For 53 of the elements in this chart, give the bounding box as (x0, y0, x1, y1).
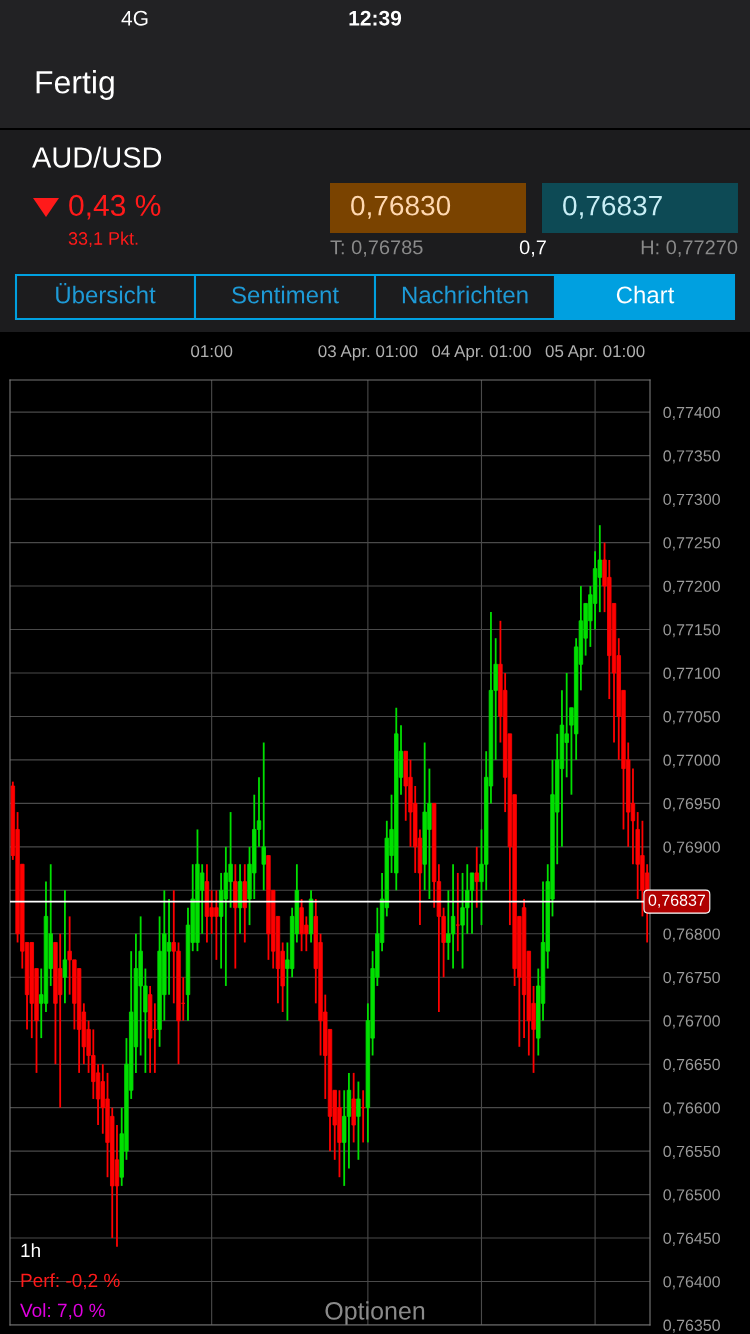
y-tick-label: 0,77200 (663, 580, 720, 594)
y-tick-label: 0,77300 (663, 493, 720, 507)
text: 0,43 % (69, 194, 161, 220)
candlestick (356, 1080, 361, 1161)
text: Sentiment (232, 285, 339, 304)
text: 0,76830 (351, 195, 451, 219)
x-tick-label: 03 Apr. 01:00 (318, 345, 418, 361)
annotation: Optionen (325, 1301, 425, 1325)
text: Nachrichten (402, 285, 528, 304)
y-tick-label: 0,76550 (663, 1145, 720, 1159)
annotation: Perf: -0,2 % (21, 1273, 120, 1290)
y-tick-label: 0,77050 (663, 711, 720, 725)
candlestick (474, 845, 479, 909)
y-tick-label: 0,76900 (663, 841, 720, 855)
text: 0,7 (519, 240, 546, 257)
y-tick-label: 0,77250 (663, 537, 720, 551)
x-tick-label: 05 Apr. 01:00 (545, 345, 645, 361)
text: Übersicht (56, 283, 156, 304)
candlestick (166, 898, 172, 996)
y-tick-label: 0,77400 (663, 406, 720, 421)
text: H: 0,77270 (641, 240, 738, 257)
candlestick (62, 889, 68, 1005)
y-tick-label: 0,76450 (663, 1232, 720, 1246)
y-tick-label: 0,76400 (663, 1276, 720, 1290)
y-tick-label: 0,76350 (663, 1319, 720, 1333)
y-tick-label: 0,76750 (663, 971, 720, 986)
candlestick (469, 872, 475, 935)
y-tick-label: 0,77150 (663, 624, 720, 638)
y-tick-label: 0,77100 (663, 667, 720, 681)
candlestick (450, 863, 456, 970)
candlestick (261, 741, 266, 892)
candlestick (455, 872, 461, 953)
annotation: 1h (21, 1243, 40, 1257)
y-tick-label: 0,77000 (663, 754, 720, 768)
annotation: Vol: 7,0 % (20, 1303, 105, 1320)
chart-title: AUD/USD (32, 146, 162, 168)
y-tick-label: 0,77350 (663, 450, 720, 464)
y-tick-label: 0,76800 (663, 928, 720, 942)
y-tick-label: 0,76950 (663, 798, 720, 812)
text: Chart (616, 285, 675, 304)
y-tick-label: 0,76500 (663, 1189, 720, 1203)
text: T: 0,76785 (330, 240, 423, 257)
text: 33,1 Pkt. (68, 231, 138, 247)
ref-line-label: 0,76837 (648, 894, 705, 908)
text: Fertig (36, 70, 114, 100)
y-tick-label: 0,76700 (663, 1015, 720, 1029)
y-tick-label: 0,76650 (663, 1058, 720, 1073)
text: 4G (121, 10, 148, 26)
y-tick-label: 0,76600 (663, 1102, 720, 1116)
x-tick-label: 01:00 (191, 345, 233, 358)
text: 12:39 (349, 10, 402, 26)
x-tick-label: 04 Apr. 01:00 (432, 345, 531, 361)
text: 0,76837 (563, 195, 662, 219)
